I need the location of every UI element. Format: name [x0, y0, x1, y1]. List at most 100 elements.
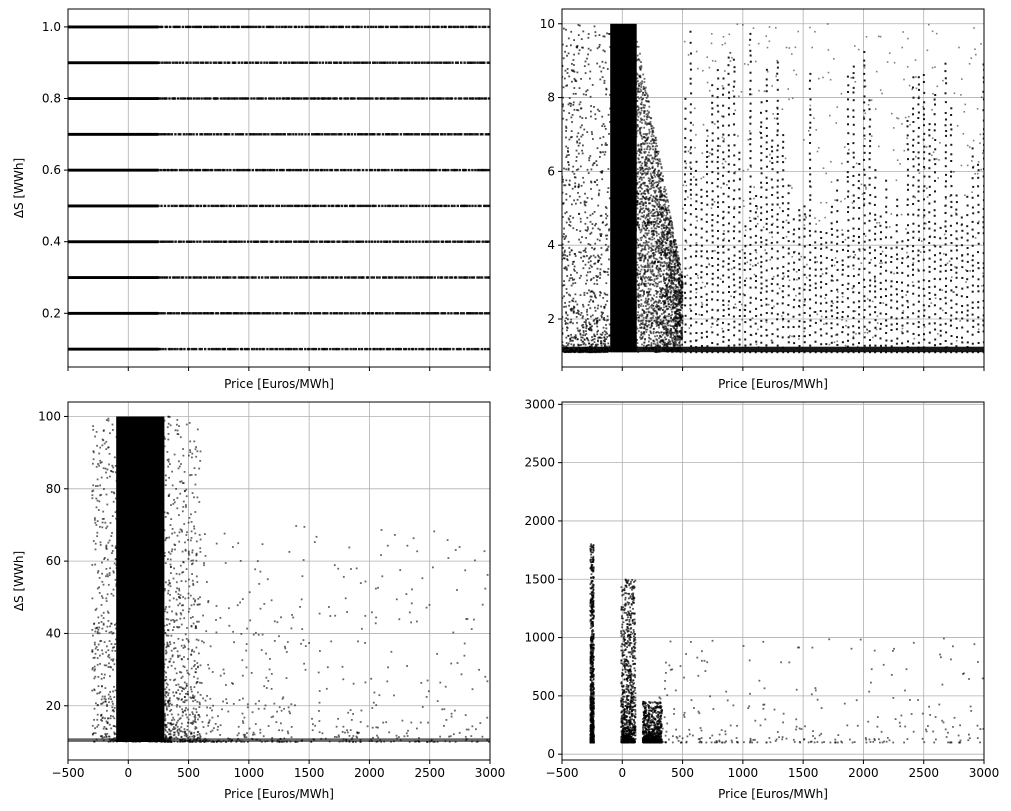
data-point: [667, 322, 669, 324]
data-point: [446, 133, 449, 136]
data-point: [564, 212, 567, 215]
data-point: [347, 168, 350, 172]
data-point: [435, 25, 439, 29]
data-point: [667, 231, 669, 234]
data-point: [480, 347, 483, 351]
data-point: [274, 347, 277, 351]
data-point: [576, 303, 579, 306]
data-point: [565, 28, 567, 31]
data-point: [185, 25, 188, 29]
data-point: [242, 25, 246, 29]
data-point: [663, 328, 665, 331]
data-point: [689, 351, 692, 354]
data-point: [634, 108, 637, 111]
data-point: [660, 231, 663, 234]
data-point: [639, 218, 642, 221]
data-point: [267, 312, 270, 315]
data-point: [637, 330, 640, 333]
data-point: [654, 240, 657, 243]
data-point: [602, 35, 605, 38]
data-point: [633, 186, 636, 188]
data-point: [651, 260, 653, 263]
data-point: [263, 168, 266, 172]
data-point: [437, 240, 440, 243]
data-point: [641, 314, 644, 317]
data-point: [409, 133, 412, 136]
data-point: [672, 341, 675, 344]
data-point: [644, 241, 647, 244]
data-point: [312, 312, 316, 315]
data-point: [646, 315, 648, 318]
data-point: [329, 61, 332, 64]
data-point: [422, 133, 425, 136]
data-point: [658, 226, 661, 228]
data-point: [639, 270, 642, 273]
data-point: [245, 97, 248, 100]
data-point: [439, 97, 443, 100]
data-point: [592, 300, 595, 303]
data-point: [586, 255, 588, 257]
data-point: [254, 25, 257, 29]
data-point: [563, 295, 565, 298]
data-point: [652, 135, 655, 137]
data-point: [639, 231, 642, 234]
data-point: [272, 168, 276, 172]
data-point: [239, 204, 243, 208]
data-point: [421, 276, 424, 279]
data-point: [595, 160, 598, 162]
data-point: [598, 189, 601, 192]
data-point: [633, 51, 636, 54]
data-point: [438, 61, 441, 64]
data-point: [580, 38, 583, 40]
data-point: [457, 240, 460, 243]
data-point: [315, 276, 318, 279]
data-point: [425, 168, 428, 172]
data-point: [577, 329, 579, 332]
data-point: [335, 25, 338, 29]
data-point: [270, 276, 273, 279]
data-point: [643, 227, 646, 230]
data-point: [238, 168, 242, 172]
data-point: [669, 259, 671, 261]
data-point: [634, 250, 637, 253]
data-point: [640, 90, 643, 92]
data-point: [574, 293, 577, 296]
data-point: [656, 173, 659, 176]
data-point: [673, 271, 676, 274]
data-point: [348, 276, 351, 279]
data-point: [210, 168, 214, 172]
data-point: [677, 344, 680, 347]
data-point: [184, 204, 187, 208]
data-point: [460, 276, 463, 279]
data-point: [673, 298, 675, 301]
data-point: [644, 104, 646, 107]
data-point: [475, 240, 479, 243]
data-point: [315, 61, 318, 64]
data-point: [634, 293, 637, 296]
data-point: [635, 126, 638, 129]
data-point: [578, 103, 581, 106]
data-point: [352, 347, 355, 351]
data-point: [370, 276, 373, 279]
data-point: [583, 201, 586, 204]
data-point: [642, 216, 645, 218]
data-point: [278, 97, 281, 100]
data-point: [320, 240, 324, 243]
data-point: [657, 261, 659, 263]
data-point: [635, 132, 638, 135]
data-point: [639, 113, 642, 116]
data-point: [666, 294, 668, 296]
data-point: [567, 147, 569, 150]
data-point: [197, 168, 200, 172]
data-point: [467, 240, 471, 243]
data-point: [245, 347, 248, 351]
data-point: [599, 292, 602, 294]
data-point: [673, 301, 675, 304]
data-point: [580, 336, 583, 339]
data-point: [384, 276, 388, 279]
data-point: [581, 124, 583, 127]
data-point: [477, 204, 480, 208]
data-point: [457, 347, 460, 351]
data-point: [185, 276, 188, 279]
data-point: [601, 76, 604, 78]
